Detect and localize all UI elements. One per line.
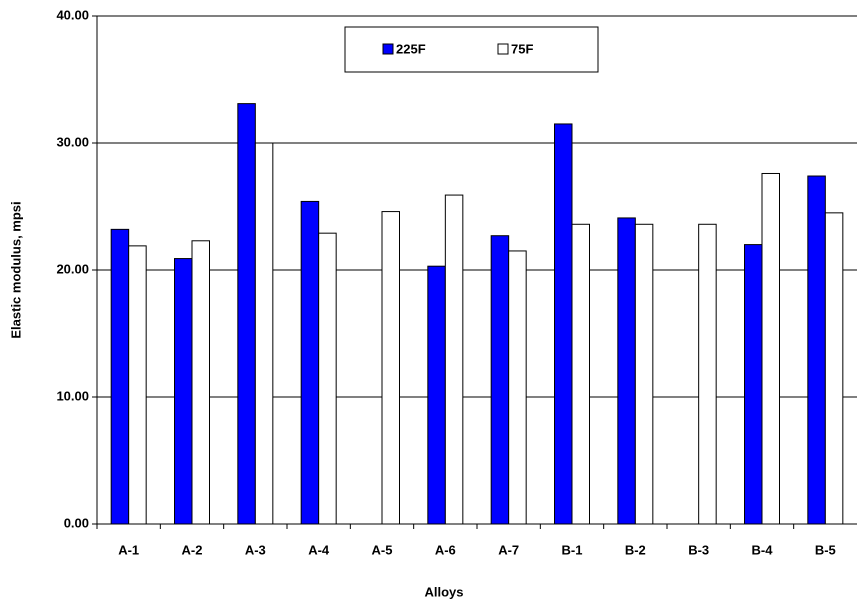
bar [571, 223, 590, 525]
bar [110, 228, 130, 525]
x-tick-label: B-4 [752, 542, 774, 557]
bar [617, 217, 636, 525]
bar [490, 235, 510, 525]
x-tick-label: A-1 [118, 542, 139, 557]
x-tick-label: B-2 [625, 542, 646, 557]
bar [634, 223, 654, 525]
x-tick-label: A-4 [308, 542, 330, 557]
bar [761, 172, 780, 525]
bar [174, 258, 193, 525]
bar [300, 200, 320, 525]
bar [698, 223, 717, 525]
y-tick-label: 10.00 [56, 388, 89, 403]
x-tick-label: A-2 [182, 542, 203, 557]
bar [807, 175, 826, 525]
x-tick-label: A-7 [498, 542, 519, 557]
bar [427, 265, 446, 525]
y-tick-label: 30.00 [56, 134, 89, 149]
x-tick-label: B-5 [815, 542, 836, 557]
legend-label: 75F [511, 41, 533, 56]
legend-swatch [497, 43, 509, 55]
y-tick-label: 40.00 [56, 7, 89, 22]
bar [508, 250, 527, 525]
bar [444, 194, 464, 525]
x-axis-title: Alloys [424, 584, 463, 599]
x-tick-label: B-3 [688, 542, 709, 557]
bar [191, 240, 210, 525]
x-tick-label: A-3 [245, 542, 266, 557]
bar [554, 123, 573, 525]
bar [318, 232, 337, 525]
x-tick-label: B-1 [562, 542, 583, 557]
x-tick-label: A-6 [435, 542, 456, 557]
bar [128, 245, 147, 525]
bar [237, 103, 256, 525]
y-tick-label: 20.00 [56, 261, 89, 276]
y-axis-title: Elastic modulus, mpsi [8, 201, 23, 338]
x-tick-label: A-5 [372, 542, 393, 557]
y-tick-label: 0.00 [64, 515, 89, 530]
bar [744, 244, 763, 525]
bar [254, 142, 274, 525]
bar [824, 212, 844, 525]
bar [381, 211, 400, 525]
legend-label: 225F [396, 41, 426, 56]
legend-swatch [382, 43, 394, 55]
